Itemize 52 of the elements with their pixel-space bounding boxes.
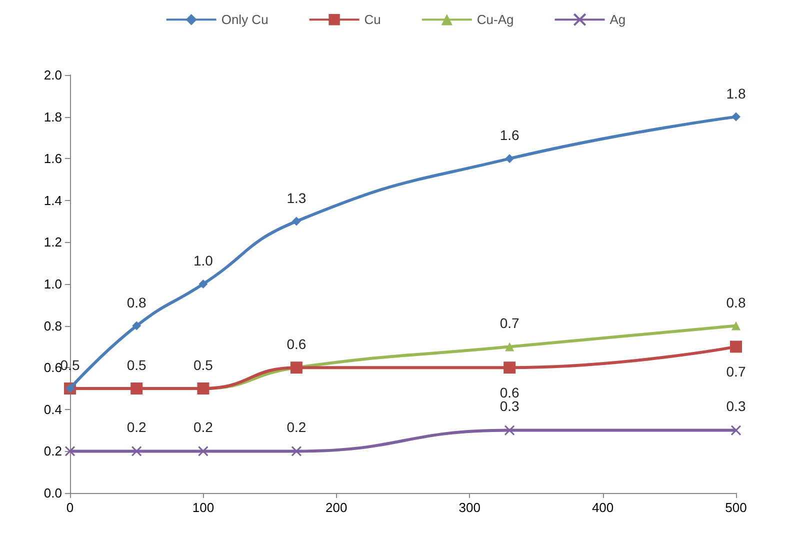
data-label: 0.5 [60,357,80,373]
legend-label: Cu-Ag [476,12,514,28]
y-tick-label: 0.8 [44,318,62,334]
y-tick-label: 1.0 [44,276,62,292]
x-tick-label: 200 [326,500,348,515]
data-label: 0.5 [193,357,214,373]
point [198,280,208,288]
x-tick-label: 0 [66,500,74,515]
legend-label: Only Cu [221,12,268,28]
data-label: 0.8 [726,294,746,310]
y-tick-label: 0.6 [44,360,62,376]
data-label: 0.2 [286,418,306,435]
data-label: 0.3 [500,398,520,414]
data-label: 0.2 [126,418,147,435]
point [64,446,76,456]
point [504,425,515,436]
data-label: 1.8 [726,85,746,102]
data-label: 1.0 [193,252,214,268]
data-label: 0.6 [500,384,520,401]
legend-label: Ag [610,12,626,28]
data-label: 0.6 [286,336,306,352]
point [292,216,301,226]
x-tick-label: 400 [592,500,614,515]
y-tick-label: 1.8 [44,109,62,124]
y-tick-label: 1.2 [44,234,62,250]
point [505,154,514,164]
point [732,112,740,122]
data-label: 1.6 [500,127,520,144]
data-label: 0.8 [126,294,147,310]
y-tick-label: 0.0 [44,486,62,500]
y-tick-label: 2.0 [44,68,62,82]
data-label: 1.3 [286,190,306,206]
x-tick-label: 100 [192,500,214,515]
y-tick-label: 0.4 [44,402,62,417]
point [291,446,302,456]
legend-label: Cu [364,12,381,28]
data-label: 0.2 [193,418,214,435]
point [504,362,516,374]
y-tick-label: 1.6 [44,151,62,166]
x-tick-label: 300 [458,500,480,515]
point [730,340,742,353]
data-label: 0.5 [126,357,147,373]
point [198,446,208,456]
point [132,321,142,330]
point [730,425,742,436]
data-label: 0.7 [726,364,746,380]
data-label: 0.7 [500,315,520,332]
x-tick-label: 500 [725,500,747,515]
point [131,446,142,456]
y-tick-label: 0.2 [44,444,62,459]
data-label: 0.3 [726,398,746,414]
y-tick-label: 1.4 [44,192,62,208]
